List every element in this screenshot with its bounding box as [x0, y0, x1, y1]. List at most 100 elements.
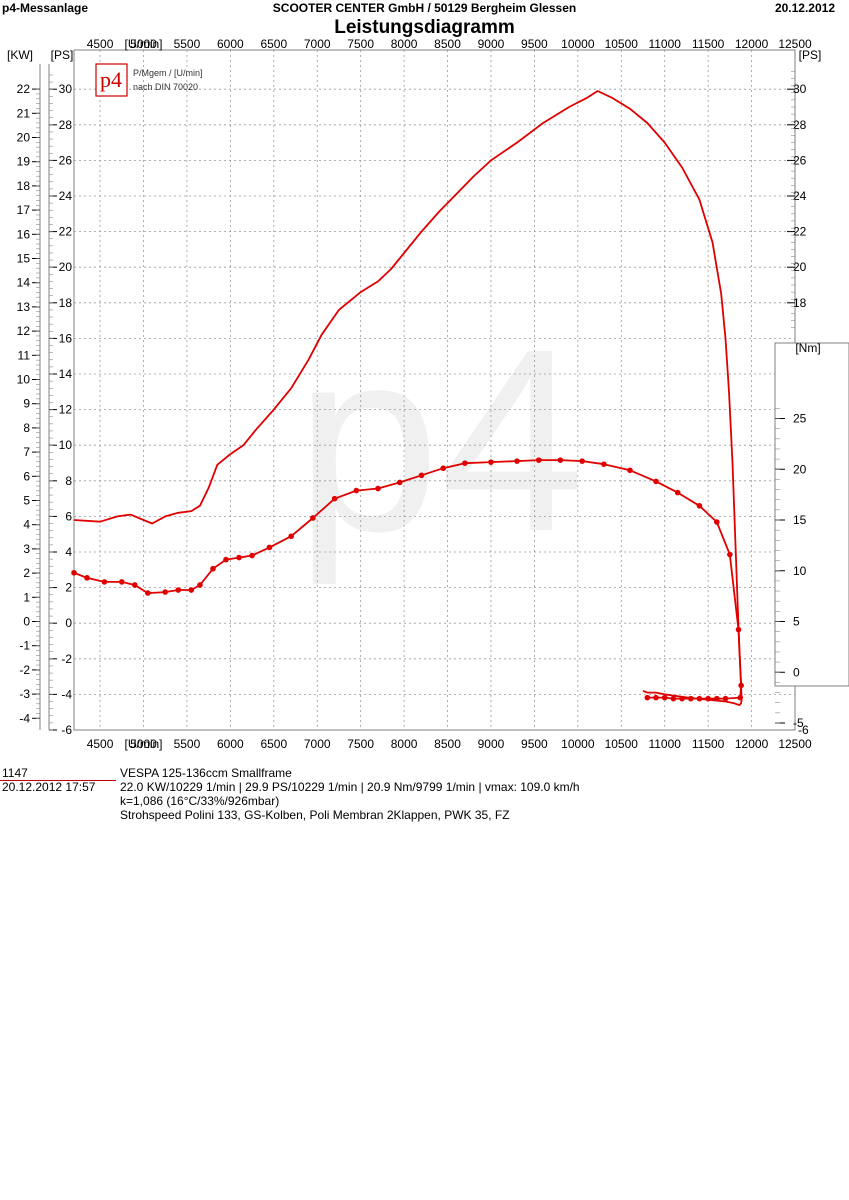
ps-tick-label: 12: [59, 403, 73, 417]
x-tick-label-top: 8000: [391, 37, 418, 51]
ps-unit-label: [PS]: [51, 48, 74, 62]
x-tick-label-bottom: 4500: [87, 737, 114, 751]
nm-axis-box: [774, 342, 849, 687]
ps-tick-label: 16: [59, 331, 73, 345]
ps-tick-label: -6: [61, 723, 72, 737]
nm-tick-label: 25: [793, 412, 807, 426]
torque-point: [696, 502, 703, 509]
ps-tick-label: 28: [59, 118, 73, 132]
x-tick-label-top: 6000: [217, 37, 244, 51]
x-tick-label-top: 12500: [778, 37, 812, 51]
vehicle-text: VESPA 125-136ccm Smallframe: [120, 766, 292, 780]
torque-point: [249, 552, 255, 559]
ps-tick-label: 10: [59, 438, 73, 452]
header-date-text: 20.12.2012: [774, 1, 835, 15]
torque-point: [84, 575, 90, 581]
ps-right-tick-label: 30: [793, 82, 807, 96]
nm-unit-label: [Nm]: [795, 341, 820, 355]
x-tick-label-bottom: 6500: [260, 737, 287, 751]
ps-tick-label: 6: [65, 509, 72, 523]
nm-tick-label: 15: [793, 513, 807, 527]
ps-tick-label: 22: [59, 225, 73, 239]
kw-axis: [KW]-4-3-2-10123456789101112131415161718…: [7, 48, 41, 730]
x-tick-label-bottom: 12000: [735, 737, 769, 751]
logo-box: [95, 63, 128, 97]
ps-tick-label: -4: [61, 687, 72, 701]
torque-point: [627, 467, 633, 474]
ps-tick-label: 20: [59, 260, 73, 274]
torque-point: [331, 495, 338, 502]
torque-point: [514, 458, 520, 464]
torque-point: [175, 587, 182, 593]
torque-point: [266, 544, 273, 551]
kw-tick-label: -3: [19, 687, 30, 701]
nm-axis: [Nm] -5 0 5 10 15 20 25 -6: [774, 341, 849, 737]
x-tick-label-bottom: 7500: [347, 737, 374, 751]
torque-point: [396, 479, 403, 486]
torque-point: [714, 519, 720, 525]
x-axis-top: 4500 [U/min]5000 5500 6000 6500 7000 7500 8000 8…: [87, 37, 812, 51]
x-tick-label-bottom: 8500: [434, 737, 461, 751]
ps-right-tick-label: 24: [793, 189, 807, 203]
x-tick-label-top: 5000: [130, 37, 157, 51]
x-tick-label-top: 6500: [260, 37, 287, 51]
ps-axis-right: [PS] 18 20 22 24 26 28 30: [787, 48, 821, 340]
torque-point: [132, 582, 138, 588]
kw-tick-label: -4: [19, 711, 30, 725]
x-tick-label-bottom: 9000: [478, 737, 505, 751]
x-axis-bottom: 4500 [U/min]5000 5500 6000 6500 7000 7500 8000 8…: [87, 737, 812, 751]
x-tick-label-top: 8500: [434, 37, 461, 51]
ps-right-tick-label: 28: [793, 118, 807, 132]
ps-right-unit-label: [PS]: [799, 48, 822, 62]
x-tick-label-top: 10000: [561, 37, 595, 51]
nm-tick-label: 10: [793, 564, 807, 578]
logo-line1-text: P/Mgem / [U/min]: [133, 68, 203, 78]
header-left-text: p4-Messanlage: [2, 1, 89, 15]
torque-point: [738, 682, 744, 689]
x-tick-label-top: 12000: [735, 37, 769, 51]
torque-point: [535, 457, 542, 463]
kw-tick-label: 5: [23, 494, 30, 508]
nm-tick-label: 5: [793, 615, 800, 629]
x-tick-label-bottom: 5000: [130, 737, 157, 751]
kw-tick-label: 0: [23, 615, 30, 629]
ps-tick-label: 0: [65, 616, 72, 630]
kw-tick-label: 14: [17, 276, 31, 290]
power-curve: [73, 90, 743, 706]
kw-tick-label: 7: [23, 445, 30, 459]
kw-unit-label: [KW]: [7, 48, 33, 62]
power-torque-chart: p4 4500 [U/min]5000 5500 6000 6500 7000 7500 80…: [7, 37, 849, 751]
torque-point: [653, 478, 659, 485]
x-tick-label-bottom: 6000: [217, 737, 244, 751]
torque-point: [670, 695, 677, 702]
p4-logo: p4 P/Mgem / [U/min] nach DIN 70020: [95, 63, 203, 97]
results-text: 22.0 KW/10229 1/min | 29.9 PS/10229 1/mi…: [120, 780, 580, 794]
torque-point: [440, 465, 446, 472]
torque-point: [118, 579, 125, 585]
watermark-text: p4: [295, 296, 584, 587]
kw-tick-label: 12: [17, 324, 31, 338]
x-tick-label-top: 5500: [174, 37, 201, 51]
x-unit-label-top: [U/min]: [124, 37, 162, 51]
nm-tick-label: -5: [793, 716, 804, 730]
x-tick-label-top: 9500: [521, 37, 548, 51]
setup-text: Strohspeed Polini 133, GS-Kolben, Poli M…: [120, 808, 510, 822]
kw-tick-label: 15: [17, 252, 31, 266]
header-company-text: SCOOTER CENTER GmbH / 50129 Bergheim Gle…: [272, 1, 577, 15]
torque-point: [310, 515, 316, 521]
torque-point: [687, 695, 694, 702]
torque-point: [223, 556, 229, 563]
torque-point: [488, 459, 494, 465]
torque-point: [375, 485, 381, 492]
torque-point: [644, 694, 651, 701]
x-tick-label-bottom: 7000: [304, 737, 331, 751]
x-tick-label-top: 10500: [605, 37, 639, 51]
kw-tick-label: 3: [23, 542, 30, 556]
torque-point: [353, 487, 360, 494]
kw-tick-label: 4: [23, 518, 30, 532]
x-tick-label-bottom: 11500: [692, 737, 725, 751]
x-tick-label-top: 9000: [478, 37, 505, 51]
kw-tick-label: -2: [19, 663, 30, 677]
kw-tick-label: 18: [17, 179, 31, 193]
